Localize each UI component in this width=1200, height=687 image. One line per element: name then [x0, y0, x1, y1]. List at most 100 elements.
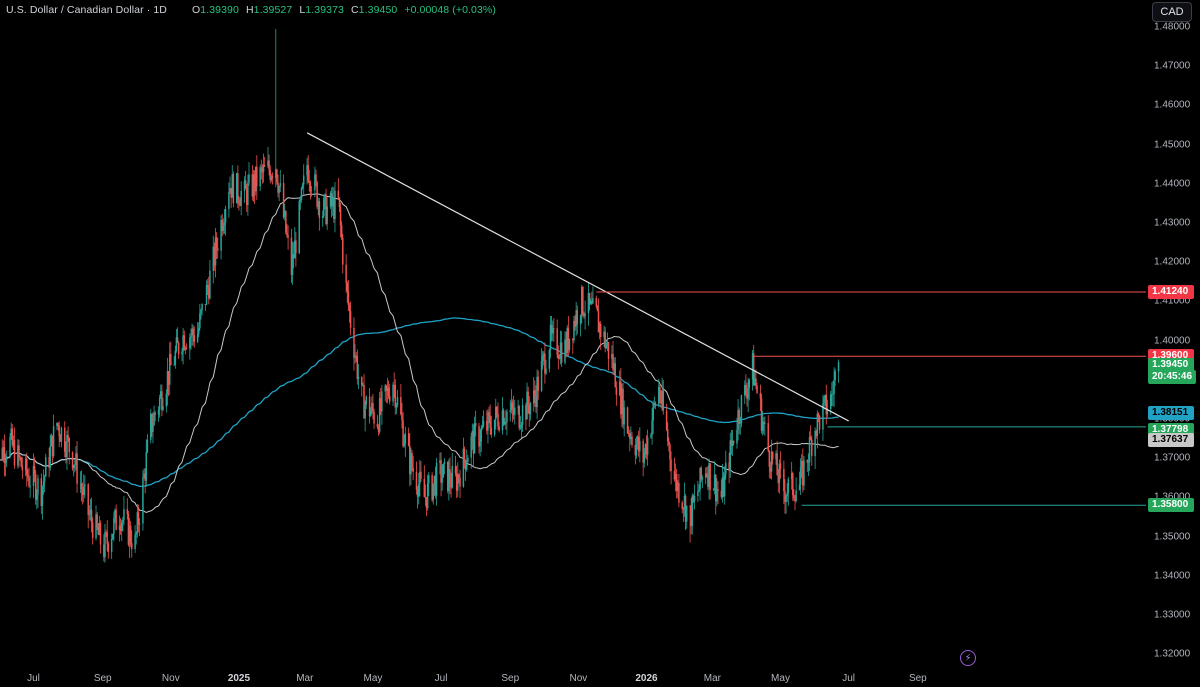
- price-axis-tick: 1.45000: [1154, 139, 1191, 151]
- candle-body: [544, 353, 546, 374]
- candle-body: [699, 467, 701, 490]
- candle-body: [668, 441, 670, 445]
- symbol-name[interactable]: U.S. Dollar / Canadian Dollar · 1D: [6, 4, 167, 16]
- low-label: L: [299, 4, 306, 16]
- high-label: H: [245, 4, 254, 16]
- candle-body: [380, 398, 382, 412]
- candle-body: [107, 543, 110, 553]
- candle-body: [623, 407, 625, 425]
- candle-body: [377, 427, 380, 432]
- candle-body: [472, 431, 475, 454]
- candle-body: [310, 190, 313, 192]
- candle-body: [300, 188, 303, 201]
- candle-body: [748, 379, 750, 388]
- candle-body: [239, 204, 241, 206]
- candle-body: [97, 527, 100, 535]
- candle-body: [731, 440, 734, 446]
- candle-body: [3, 447, 6, 464]
- candle-body: [119, 525, 122, 532]
- candle-body: [673, 471, 676, 480]
- candle-body: [403, 443, 405, 446]
- candle-body: [447, 461, 449, 491]
- candle-body: [464, 460, 467, 470]
- candle-body: [270, 176, 273, 181]
- candle-body: [717, 489, 719, 491]
- candle-body: [725, 462, 727, 474]
- candle-body: [599, 323, 602, 338]
- candle-body: [372, 403, 374, 412]
- candle-body: [214, 237, 217, 266]
- candle-body: [368, 396, 371, 417]
- candle-body: [730, 440, 733, 446]
- candle-body: [587, 292, 590, 314]
- candle-body: [208, 287, 210, 299]
- candle-body: [190, 335, 192, 338]
- candle-body: [68, 438, 70, 453]
- candle-body: [514, 407, 516, 416]
- candle-body: [98, 522, 101, 535]
- candle-body: [800, 461, 803, 468]
- candle-body: [423, 478, 426, 498]
- candle-body: [434, 475, 437, 496]
- candle-body: [301, 184, 304, 189]
- candle-body: [534, 390, 536, 396]
- candle-body: [620, 381, 622, 415]
- price-axis-tick: 1.44000: [1154, 178, 1191, 190]
- candle-body: [67, 435, 69, 439]
- candle-body: [145, 451, 148, 481]
- currency-button[interactable]: CAD: [1152, 2, 1192, 22]
- candle-body: [5, 456, 8, 460]
- candle-body: [154, 412, 156, 415]
- open-label: O: [192, 4, 201, 16]
- candle-body: [338, 197, 341, 208]
- candle-body: [681, 502, 683, 509]
- low-value: 1.39373: [305, 4, 344, 16]
- candle-body: [614, 363, 616, 388]
- candle-body: [582, 286, 584, 315]
- candle-body: [595, 298, 598, 306]
- candle-body: [746, 393, 748, 399]
- candle-body: [244, 180, 247, 189]
- candle-body: [517, 406, 519, 408]
- candle-body: [572, 338, 574, 341]
- candle-body: [707, 474, 709, 487]
- candle-body: [740, 395, 743, 424]
- lightning-icon[interactable]: ⚡: [960, 650, 976, 666]
- price-tag-resistance-high: 1.41240: [1148, 284, 1194, 299]
- candle-body: [565, 339, 567, 354]
- candle-body: [254, 166, 257, 192]
- candle-body: [598, 323, 601, 333]
- candle-body: [381, 391, 383, 412]
- candle-body: [564, 339, 566, 363]
- candle-body: [170, 354, 172, 366]
- candle-body: [20, 457, 22, 467]
- candle-body: [355, 355, 357, 357]
- candle-body: [51, 435, 54, 456]
- candle-body: [205, 284, 208, 305]
- candle-body: [639, 440, 641, 452]
- candle-body: [340, 225, 343, 239]
- candle-body: [248, 174, 250, 183]
- candle-body: [146, 439, 149, 452]
- candle-body: [747, 387, 749, 399]
- candle-body: [816, 413, 819, 437]
- price-axis-tick: 1.35000: [1154, 531, 1191, 543]
- candle-body: [660, 398, 662, 405]
- candle-body: [45, 457, 47, 477]
- candle-body: [529, 403, 532, 415]
- candle-body: [87, 484, 89, 516]
- candle-body: [589, 300, 592, 304]
- candle-body: [771, 451, 774, 460]
- candle-body: [400, 396, 402, 415]
- candle-body: [183, 335, 185, 350]
- candle-body: [458, 474, 460, 478]
- candle-body: [388, 395, 391, 402]
- candle-body: [200, 310, 202, 314]
- candle-body: [392, 384, 394, 402]
- candle-body: [314, 174, 316, 191]
- candle-body: [549, 324, 552, 350]
- candle-body: [751, 353, 754, 380]
- candle-body: [212, 246, 215, 271]
